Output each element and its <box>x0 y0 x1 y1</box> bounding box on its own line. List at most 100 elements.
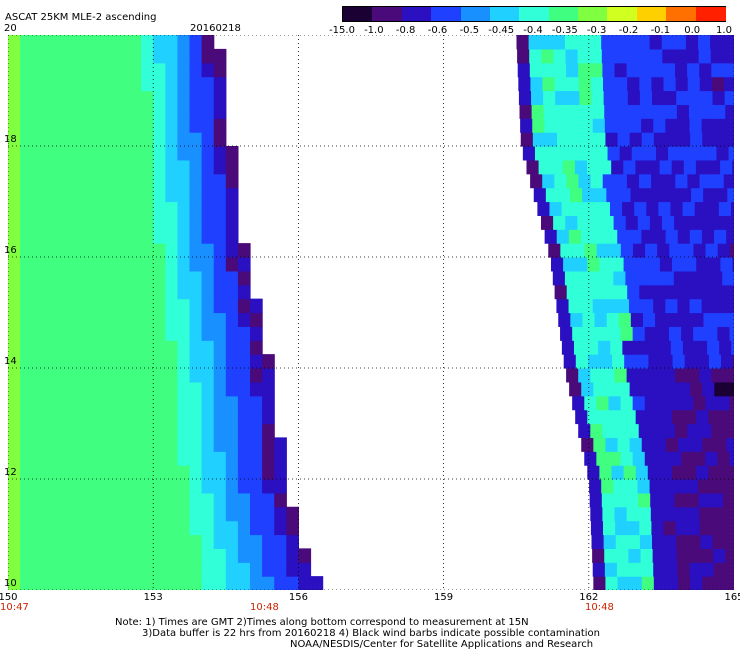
swath-cell <box>670 201 684 216</box>
swath-cell <box>141 146 154 161</box>
swath-cell <box>678 381 691 397</box>
swath-cell <box>165 520 178 536</box>
swath-cell <box>616 562 630 577</box>
swath-cell <box>92 298 106 314</box>
swath-cell <box>20 423 33 438</box>
swath-cell <box>682 201 696 216</box>
colorbar-segment <box>548 7 579 21</box>
swath-cell <box>726 229 734 244</box>
swath-cell <box>616 104 630 119</box>
swath-cell <box>68 548 82 563</box>
swath-cell <box>675 173 689 189</box>
swath-cell <box>177 395 191 411</box>
swath-cell <box>177 534 191 549</box>
colorbar-segment <box>578 7 609 21</box>
swath-cell <box>153 423 166 438</box>
swath-cell <box>573 340 587 355</box>
swath-cell <box>670 340 684 355</box>
swath-cell <box>677 298 691 314</box>
colorbar-segment <box>343 7 374 21</box>
swath-cell <box>584 451 597 466</box>
swath-cell <box>80 437 94 452</box>
swath-cell <box>617 132 631 147</box>
y-tick-label: 20 <box>4 23 17 34</box>
swath-cell <box>593 576 607 590</box>
swath-cell <box>237 312 251 327</box>
colorbar-segment <box>519 7 550 21</box>
swath-cell <box>691 187 704 203</box>
swath-cell <box>165 132 178 147</box>
swath-cell <box>531 90 544 105</box>
swath-cell <box>68 520 82 536</box>
swath-cell <box>104 326 118 341</box>
swath-cell <box>213 173 227 189</box>
swath-cell <box>298 548 312 563</box>
swath-cell <box>639 534 653 549</box>
swath-cell <box>250 381 263 397</box>
swath-cell <box>262 479 275 494</box>
swath-cell <box>605 576 619 590</box>
swath-cell <box>56 243 70 258</box>
swath-cell <box>582 187 595 203</box>
swath-cell <box>592 298 606 314</box>
swath-cell <box>286 562 299 577</box>
swath-cell <box>699 62 712 78</box>
swath-cell <box>225 257 239 272</box>
swath-cell <box>32 35 45 50</box>
swath-cell <box>153 257 166 272</box>
swath-cell <box>129 48 142 64</box>
swath-cell <box>557 187 571 203</box>
swath-cell <box>189 146 203 161</box>
swath-cell <box>32 229 45 244</box>
swath-cell <box>560 243 574 258</box>
swath-cell <box>587 409 600 425</box>
swath-cell <box>177 187 191 203</box>
swath-cell <box>722 48 734 64</box>
swath-cell <box>165 76 178 92</box>
swath-cell <box>602 173 616 189</box>
swath-cell <box>711 506 725 522</box>
x-tick-label: 165 <box>724 592 740 603</box>
swath-cell <box>571 146 584 161</box>
swath-cell <box>590 368 604 383</box>
swath-cell <box>32 298 45 314</box>
swath-cell <box>595 146 609 161</box>
swath-cell <box>56 146 70 161</box>
swath-cell <box>622 340 636 355</box>
swath-cell <box>583 146 597 161</box>
swath-cell <box>104 506 118 522</box>
swath-cell <box>671 465 685 480</box>
swath-cell <box>711 368 725 383</box>
swath-cell <box>629 381 643 397</box>
swath-cell <box>80 257 94 272</box>
swath-cell <box>706 201 720 216</box>
swath-cell <box>116 395 130 411</box>
swath-cell <box>693 243 707 258</box>
swath-cell <box>643 146 657 161</box>
swath-cell <box>129 368 142 383</box>
swath-cell <box>237 284 251 300</box>
swath-cell <box>627 284 640 300</box>
swath-cell <box>599 257 613 272</box>
colorbar-segment <box>666 7 697 21</box>
swath-cell <box>707 159 721 175</box>
swath-cell <box>591 534 605 549</box>
swath-cell <box>189 326 203 341</box>
swath-cell <box>542 76 556 92</box>
swath-cell <box>687 284 701 300</box>
swath-cell <box>80 354 94 369</box>
swath-cell <box>165 465 178 480</box>
swath-cell <box>80 492 94 508</box>
swath-cell <box>189 409 203 425</box>
swath-cell <box>250 479 263 494</box>
swath-cell <box>570 312 584 327</box>
swath-cell <box>116 423 130 438</box>
swath-cell <box>649 270 663 286</box>
swath-cell <box>674 215 687 230</box>
swath-cell <box>56 104 70 119</box>
swath-cell <box>662 368 676 383</box>
swath-cell <box>274 465 287 480</box>
swath-cell <box>237 423 251 438</box>
swath-cell <box>20 159 33 175</box>
swath-cell <box>675 423 688 438</box>
